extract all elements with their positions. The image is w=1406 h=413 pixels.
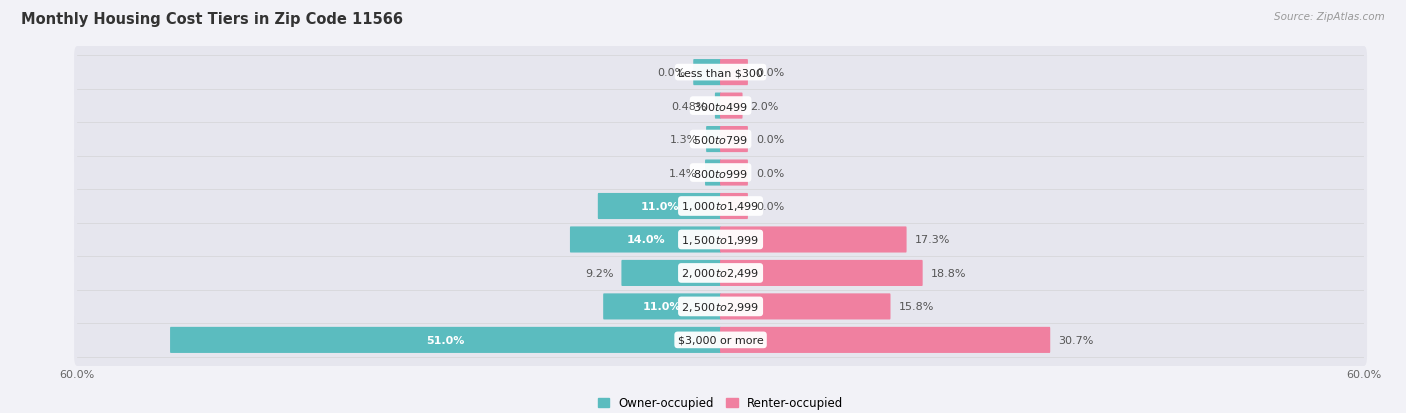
FancyBboxPatch shape: [720, 193, 748, 220]
FancyBboxPatch shape: [704, 160, 721, 186]
Text: 0.0%: 0.0%: [756, 135, 785, 145]
Text: 9.2%: 9.2%: [585, 268, 613, 278]
Text: $500 to $799: $500 to $799: [693, 134, 748, 146]
FancyBboxPatch shape: [75, 247, 1367, 299]
Text: 30.7%: 30.7%: [1059, 335, 1094, 345]
FancyBboxPatch shape: [720, 60, 748, 86]
FancyBboxPatch shape: [75, 180, 1367, 233]
Text: 11.0%: 11.0%: [643, 301, 682, 312]
Text: Source: ZipAtlas.com: Source: ZipAtlas.com: [1274, 12, 1385, 22]
Text: 0.0%: 0.0%: [756, 202, 785, 211]
Text: $1,000 to $1,499: $1,000 to $1,499: [682, 200, 759, 213]
FancyBboxPatch shape: [598, 193, 721, 220]
Text: 1.4%: 1.4%: [669, 168, 697, 178]
Text: 11.0%: 11.0%: [640, 202, 679, 211]
FancyBboxPatch shape: [569, 227, 721, 253]
Text: $1,500 to $1,999: $1,500 to $1,999: [682, 233, 759, 247]
Text: 2.0%: 2.0%: [751, 101, 779, 112]
FancyBboxPatch shape: [75, 80, 1367, 133]
FancyBboxPatch shape: [720, 227, 907, 253]
Text: 51.0%: 51.0%: [426, 335, 465, 345]
Text: Less than $300: Less than $300: [678, 68, 763, 78]
FancyBboxPatch shape: [720, 160, 748, 186]
Text: $3,000 or more: $3,000 or more: [678, 335, 763, 345]
Text: 17.3%: 17.3%: [915, 235, 950, 245]
Text: 0.0%: 0.0%: [756, 68, 785, 78]
Text: $2,000 to $2,499: $2,000 to $2,499: [682, 267, 759, 280]
Text: Monthly Housing Cost Tiers in Zip Code 11566: Monthly Housing Cost Tiers in Zip Code 1…: [21, 12, 404, 27]
FancyBboxPatch shape: [720, 260, 922, 286]
FancyBboxPatch shape: [621, 260, 721, 286]
FancyBboxPatch shape: [75, 47, 1367, 99]
FancyBboxPatch shape: [170, 327, 721, 353]
FancyBboxPatch shape: [75, 314, 1367, 366]
FancyBboxPatch shape: [75, 280, 1367, 333]
Text: 18.8%: 18.8%: [931, 268, 966, 278]
FancyBboxPatch shape: [720, 127, 748, 153]
FancyBboxPatch shape: [75, 147, 1367, 199]
Text: 14.0%: 14.0%: [626, 235, 665, 245]
Text: 0.0%: 0.0%: [657, 68, 685, 78]
FancyBboxPatch shape: [75, 114, 1367, 166]
Text: $2,500 to $2,999: $2,500 to $2,999: [682, 300, 759, 313]
FancyBboxPatch shape: [706, 127, 721, 153]
FancyBboxPatch shape: [714, 93, 721, 119]
Text: 0.48%: 0.48%: [671, 101, 707, 112]
FancyBboxPatch shape: [720, 93, 742, 119]
Legend: Owner-occupied, Renter-occupied: Owner-occupied, Renter-occupied: [593, 392, 848, 413]
FancyBboxPatch shape: [720, 294, 890, 320]
FancyBboxPatch shape: [603, 294, 721, 320]
Text: 15.8%: 15.8%: [898, 301, 934, 312]
FancyBboxPatch shape: [720, 327, 1050, 353]
Text: 0.0%: 0.0%: [756, 168, 785, 178]
FancyBboxPatch shape: [75, 214, 1367, 266]
Text: $300 to $499: $300 to $499: [693, 100, 748, 112]
Text: $800 to $999: $800 to $999: [693, 167, 748, 179]
FancyBboxPatch shape: [693, 60, 721, 86]
Text: 1.3%: 1.3%: [669, 135, 697, 145]
